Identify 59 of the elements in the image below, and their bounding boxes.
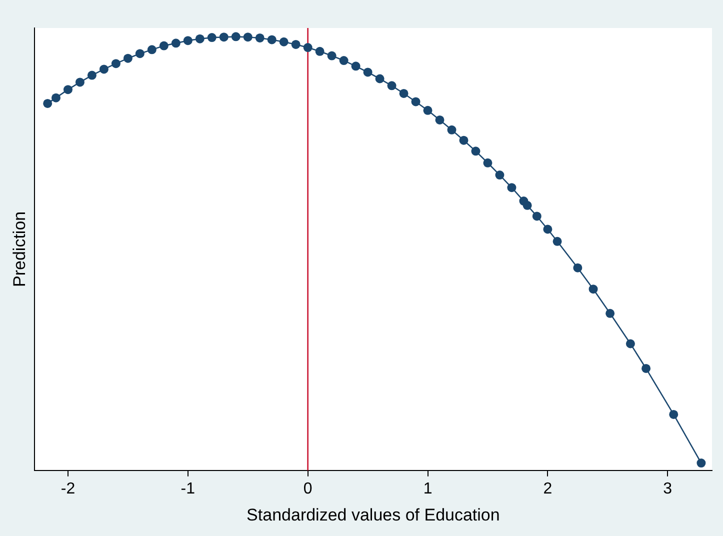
- y-axis-title: Prediction: [10, 211, 29, 288]
- point: [255, 33, 264, 42]
- point: [471, 146, 480, 156]
- point: [159, 41, 168, 50]
- point: [195, 34, 204, 44]
- point: [267, 35, 276, 44]
- point: [183, 36, 192, 46]
- point: [279, 37, 288, 46]
- x-tick-label: -1: [180, 480, 196, 498]
- point: [411, 97, 420, 106]
- point: [111, 59, 120, 68]
- point: [522, 200, 532, 210]
- point: [626, 339, 635, 348]
- x-tick-label: 1: [423, 480, 432, 498]
- point: [552, 236, 562, 246]
- point: [171, 38, 180, 48]
- point: [87, 70, 96, 80]
- point: [447, 125, 456, 134]
- point: [351, 62, 360, 71]
- point: [642, 364, 651, 373]
- point: [75, 78, 84, 87]
- point: [588, 284, 598, 294]
- x-tick-label: -2: [60, 480, 76, 498]
- point: [243, 32, 252, 42]
- point: [327, 51, 336, 60]
- point: [387, 81, 396, 90]
- point: [63, 85, 72, 94]
- point: [507, 183, 516, 192]
- point: [696, 458, 706, 468]
- point: [43, 98, 52, 108]
- point: [123, 54, 132, 63]
- x-tick-label: 2: [543, 480, 552, 498]
- point: [375, 74, 384, 84]
- point: [573, 263, 582, 272]
- point: [669, 410, 678, 419]
- x-tick-label: 3: [663, 480, 672, 498]
- point: [399, 88, 408, 98]
- point: [99, 64, 108, 74]
- point: [219, 32, 228, 42]
- point: [435, 115, 444, 124]
- point: [495, 170, 504, 180]
- point: [532, 212, 542, 221]
- point: [339, 56, 348, 66]
- point: [315, 46, 324, 56]
- point: [459, 136, 468, 145]
- point: [303, 43, 312, 52]
- x-tick-label: 0: [303, 480, 312, 498]
- point: [606, 308, 615, 318]
- point: [51, 93, 60, 102]
- point: [231, 32, 240, 42]
- point: [363, 68, 372, 77]
- point: [483, 158, 492, 168]
- point: [147, 45, 156, 54]
- x-axis-title: Standardized values of Education: [246, 505, 500, 524]
- point: [207, 33, 216, 42]
- point: [291, 40, 300, 49]
- point: [135, 49, 144, 58]
- point: [543, 224, 552, 234]
- point: [423, 106, 432, 115]
